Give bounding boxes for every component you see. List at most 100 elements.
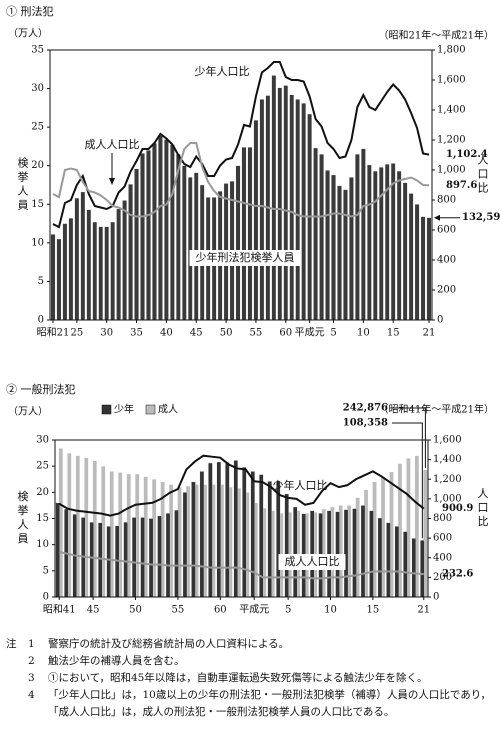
x-tick-label: 昭和21	[37, 327, 70, 339]
bar	[325, 170, 330, 321]
series-label: 少年人口比	[273, 478, 328, 492]
y2-tick-label: 800	[433, 513, 452, 524]
x-tick-label: 15	[367, 605, 380, 616]
bar	[55, 502, 60, 598]
y2-tick-label: 1,000	[433, 493, 462, 504]
x-tick-label: 21	[417, 605, 430, 616]
y-tick-label: 15	[31, 199, 44, 210]
x-tick-label: 21	[423, 328, 436, 339]
bar	[396, 170, 402, 321]
bar	[98, 522, 103, 598]
bar	[104, 226, 110, 321]
y-tick-label: 0	[43, 592, 49, 603]
x-tick-label: 45	[87, 605, 100, 616]
bar	[360, 505, 366, 598]
end-label: 897.6	[446, 180, 477, 191]
y-tick-label: 30	[36, 435, 49, 446]
bar	[309, 510, 315, 598]
y-tick-label: 10	[36, 539, 49, 550]
bar	[98, 226, 104, 321]
y-unit: （万人）	[8, 28, 48, 40]
bar	[331, 174, 336, 321]
y2-tick-label: 1,200	[433, 474, 462, 485]
bar	[80, 191, 86, 321]
legend-label: 成人	[158, 404, 178, 416]
y-tick-label: 20	[36, 487, 49, 498]
bar	[181, 165, 187, 321]
bar	[235, 165, 241, 321]
arrow-head	[109, 178, 115, 185]
note: 3 ①において，昭和45年以降は，自動車運転過失致死傷等による触法少年を除く。	[6, 670, 494, 687]
bar	[377, 517, 383, 598]
end-label: 132,594	[462, 212, 500, 223]
bar	[352, 508, 357, 598]
x-tick-label: 5	[285, 605, 291, 616]
y-axis-title: 検挙人員	[16, 489, 29, 546]
bar	[216, 461, 222, 598]
y2-tick-label: 1,600	[433, 435, 462, 446]
notes-heading: 注	[6, 638, 17, 650]
label-leader	[392, 407, 426, 468]
bar	[408, 193, 414, 321]
bar	[267, 481, 272, 598]
end-label: 1,102.4	[446, 149, 488, 160]
bar	[164, 139, 169, 321]
bar	[394, 526, 400, 598]
series-label: 成人人口比	[285, 555, 340, 568]
bar	[250, 471, 255, 598]
bar	[170, 144, 175, 321]
y2-tick-label: 600	[433, 533, 452, 544]
bar	[337, 185, 342, 321]
bar	[283, 85, 289, 321]
x-tick-label: 平成元	[295, 327, 325, 339]
bar	[241, 147, 247, 321]
y-tick-label: 30	[31, 83, 44, 94]
bar	[233, 460, 239, 598]
bar	[140, 517, 145, 598]
y2-tick-label: 200	[433, 572, 452, 583]
bar	[284, 493, 289, 598]
x-tick-label: 15	[387, 328, 400, 339]
x-tick-label: 45	[190, 328, 203, 339]
bar	[355, 153, 360, 321]
bar	[403, 531, 408, 598]
period: （昭和21年～平成21年）	[379, 29, 494, 42]
bar	[62, 223, 68, 321]
label-box	[189, 250, 301, 266]
plot-frame	[49, 49, 433, 321]
bar	[369, 510, 374, 598]
x-tick-label: 40	[160, 328, 173, 339]
notes: 注 1 警察庁の統計及び総務省統計局の人口資料による。 2 触法少年の補導人員を含む。…	[6, 636, 494, 721]
legend-swatch	[101, 404, 112, 415]
y2-tick-label: 1,400	[433, 454, 462, 465]
bar	[158, 135, 163, 321]
bar	[106, 526, 111, 598]
end-label: 232.6	[442, 569, 473, 580]
bar	[242, 467, 247, 598]
x-tick-label: 25	[70, 328, 83, 339]
y-tick-label: 25	[36, 461, 49, 472]
y2-tick-label: 0	[437, 315, 443, 326]
period: （昭和41年～平成21年）	[379, 403, 494, 416]
bar	[277, 87, 283, 321]
y2-tick-label: 1,400	[437, 105, 466, 116]
note: 注 1 警察庁の統計及び総務省統計局の人口資料による。	[6, 636, 494, 653]
note-text: 「少年人口比」は，10歳以上の少年の刑法犯・一般刑法犯検挙（補導）人員の人口比で…	[48, 689, 492, 718]
bar	[208, 462, 213, 598]
y2-tick-label: 800	[437, 195, 456, 206]
y2-axis-title: 人口比	[476, 487, 489, 529]
y2-tick-label: 1,600	[437, 75, 466, 86]
bar	[225, 462, 230, 598]
bar	[319, 153, 324, 321]
bar	[295, 99, 301, 321]
note: 2 触法少年の補導人員を含む。	[6, 653, 494, 670]
chart-title: ① 刑法犯	[6, 4, 54, 18]
bar	[361, 148, 366, 321]
x-tick-label: 5	[330, 328, 336, 339]
y2-axis-title: 人口比	[476, 154, 489, 196]
legend-swatch	[145, 404, 156, 415]
y2-tick-label: 400	[433, 552, 452, 563]
end-label: 242,876	[343, 403, 388, 414]
bar	[326, 510, 332, 598]
